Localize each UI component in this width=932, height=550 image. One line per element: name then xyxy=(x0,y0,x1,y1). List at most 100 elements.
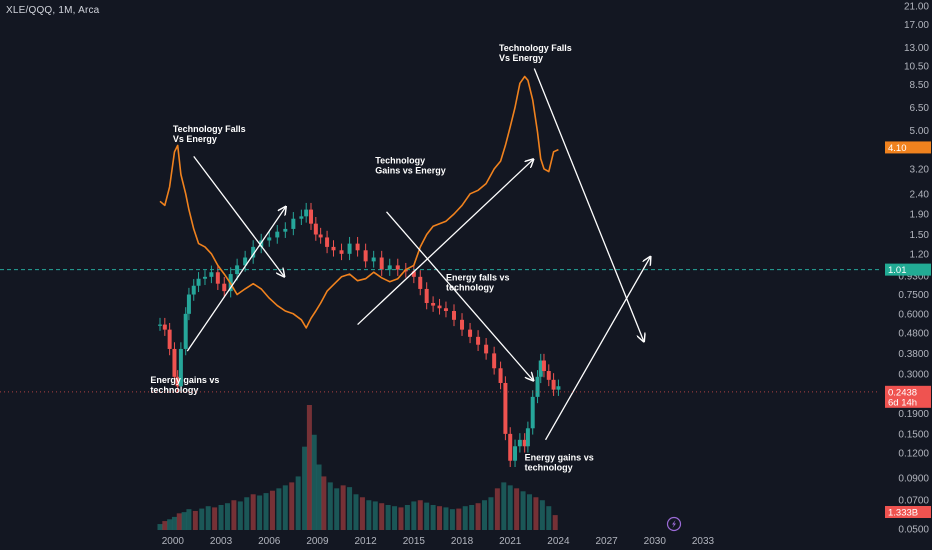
candle-body xyxy=(498,368,503,383)
y-tick-label: 0.1500 xyxy=(898,429,929,440)
volume-bar xyxy=(443,507,449,530)
lightning-icon-bolt xyxy=(672,520,676,528)
y-tick-label: 0.4800 xyxy=(898,329,929,340)
x-tick-label: 2018 xyxy=(451,536,474,547)
trend-arrow xyxy=(186,207,285,352)
volume-bar xyxy=(162,521,168,530)
candle-body xyxy=(243,257,248,266)
volume-bar xyxy=(269,490,275,530)
annotation-line: technology xyxy=(525,463,573,473)
annotation-text: Energy gains vs technology xyxy=(150,375,219,395)
y-axis[interactable]: 21.00 17.00 13.00 10.50 8.50 6.50 5.00 3.20 2.40… xyxy=(898,2,929,536)
volume-bar xyxy=(372,501,378,530)
annotation-line: Vs Energy xyxy=(173,134,217,144)
volume-bars xyxy=(157,405,558,530)
volume-bar xyxy=(327,482,333,530)
orange-price-badge-text: 4.10 xyxy=(888,143,907,154)
volume-bar xyxy=(302,446,308,530)
candle-body xyxy=(304,209,309,217)
orange-line xyxy=(159,75,559,329)
volume-bar xyxy=(475,503,481,530)
candle-body xyxy=(437,305,442,309)
candle-body xyxy=(431,303,436,306)
candle-body xyxy=(411,271,416,277)
candle-body xyxy=(513,446,518,461)
candle-body xyxy=(546,371,551,380)
y-tick-label: 0.0700 xyxy=(898,495,929,506)
annotation-line: Technology xyxy=(375,156,425,166)
volume-bar xyxy=(404,505,410,530)
baseline-badge xyxy=(885,263,931,276)
candle-body xyxy=(175,376,180,387)
lightning-icon-ring xyxy=(666,516,682,532)
candle-body xyxy=(522,439,527,447)
annotation-line: Energy gains vs xyxy=(150,375,219,385)
volume-bar xyxy=(289,482,295,530)
trend-arrow xyxy=(544,258,650,441)
y-tick-label: 1.20 xyxy=(910,249,930,260)
lightning-icon[interactable] xyxy=(666,516,682,532)
candle-body xyxy=(196,278,201,286)
x-tick-label: 2030 xyxy=(644,536,667,547)
candle-body xyxy=(235,265,240,275)
annotation-line: Energy gains vs xyxy=(525,453,594,463)
annotation-line: Technology Falls xyxy=(173,124,246,134)
candle-body xyxy=(209,272,214,277)
candle-body xyxy=(508,433,513,461)
y-tick-label: 0.3000 xyxy=(898,369,929,380)
volume-bar xyxy=(250,494,256,530)
annotation-line: Vs Energy xyxy=(499,53,543,63)
volume-bar xyxy=(456,508,462,530)
volume-bar xyxy=(392,506,398,530)
x-tick-label: 2006 xyxy=(258,536,281,547)
x-tick-label: 2000 xyxy=(162,536,185,547)
annotation-line: Gains vs Energy xyxy=(375,166,446,176)
y-tick-label: 1.50 xyxy=(910,230,930,241)
volume-bar xyxy=(321,476,327,530)
volume-bar xyxy=(347,487,353,530)
candle-body xyxy=(167,329,172,349)
candle-body xyxy=(172,348,177,377)
volume-bar xyxy=(295,476,301,530)
volume-bar xyxy=(231,500,237,530)
volume-bar xyxy=(494,488,500,530)
volume-badge xyxy=(885,506,931,518)
candle-body xyxy=(379,257,384,270)
volume-bar xyxy=(359,497,365,530)
y-tick-label: 13.00 xyxy=(904,43,929,54)
volume-bar xyxy=(237,501,243,530)
volume-bar xyxy=(282,485,288,530)
volume-bar xyxy=(192,510,198,530)
volume-bar xyxy=(514,488,520,530)
volume-bar xyxy=(311,434,317,530)
candle-body xyxy=(313,223,318,235)
y-tick-label: 10.50 xyxy=(904,62,929,73)
y-tick-label: 3.20 xyxy=(910,164,930,175)
y-tick-label: 5.00 xyxy=(910,126,930,137)
baseline-badge-text: 1.01 xyxy=(888,265,907,276)
candle-body xyxy=(424,288,429,304)
volume-bar xyxy=(417,500,423,530)
candle-body xyxy=(186,294,191,314)
y-tick-label: 17.00 xyxy=(904,20,929,31)
y-tick-label: 0.6000 xyxy=(898,309,929,320)
annotation-text: Technology Falls Vs Energy xyxy=(173,124,246,144)
x-tick-label: 2021 xyxy=(499,536,522,547)
candle-body xyxy=(503,382,508,434)
volume-bar xyxy=(398,507,404,530)
volume-bar xyxy=(186,509,192,530)
annotation-line: technology xyxy=(446,283,494,293)
volume-bar xyxy=(482,500,488,530)
y-tick-label: 0.7500 xyxy=(898,290,929,301)
candle-body xyxy=(525,428,530,447)
x-tick-label: 2009 xyxy=(306,536,329,547)
annotation-line: Technology Falls xyxy=(499,43,572,53)
orange-line-series xyxy=(159,75,559,329)
candle-body xyxy=(191,285,196,295)
x-tick-label: 2033 xyxy=(692,536,715,547)
candle-body xyxy=(443,308,448,312)
candle-body xyxy=(183,313,188,349)
candle-body xyxy=(371,257,376,262)
candle-body xyxy=(299,216,304,219)
